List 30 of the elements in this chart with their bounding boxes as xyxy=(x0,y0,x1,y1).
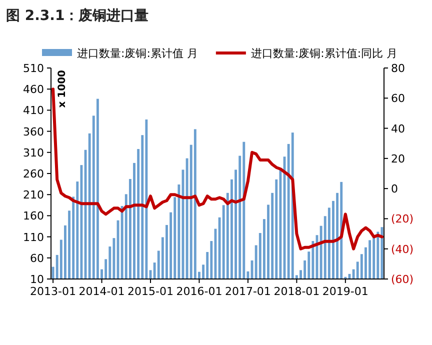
legend-label: 进口数量:废铜:累计值:同比 月 xyxy=(250,47,398,60)
y-tick-label: 160 xyxy=(23,210,44,223)
y-tick-label: 260 xyxy=(23,168,44,180)
chart-title: 图 2.3.1：废铜进口量 xyxy=(6,7,149,24)
y-tick-label: 310 xyxy=(23,146,44,160)
x-tick-label: 2019-01 xyxy=(322,285,368,298)
legend-label: 进口数量:废铜:累计值 月 xyxy=(77,47,198,60)
x-tick-label: 2015-01 xyxy=(128,285,174,298)
y2-tick-label: 0 xyxy=(391,182,398,196)
y-tick-label: 60 xyxy=(30,252,44,265)
y-axis-title: x 1000 xyxy=(57,70,68,108)
x-tick-label: 2018-01 xyxy=(274,285,320,298)
y2-tick-label: 60 xyxy=(391,92,405,106)
y-tick-label: 410 xyxy=(23,104,44,118)
x-tick-label: 2014-01 xyxy=(78,285,125,298)
y2-tick-label: (20) xyxy=(391,212,414,226)
x-tick-label: 2017-01 xyxy=(224,285,271,298)
y-tick-label: 10 xyxy=(30,273,44,286)
y-tick-label: 110 xyxy=(23,230,44,244)
y2-tick-label: (60) xyxy=(391,273,414,286)
x-tick-label: 2013-01 xyxy=(30,285,76,298)
y2-tick-label: 80 xyxy=(391,62,405,75)
y-tick-label: 210 xyxy=(23,188,44,202)
y-tick-label: 510 xyxy=(23,62,44,75)
y2-tick-label: 40 xyxy=(391,122,405,136)
y-tick-label: 460 xyxy=(23,83,44,96)
x-tick-label: 2016-01 xyxy=(176,285,222,298)
y2-tick-label: (40) xyxy=(391,242,414,256)
y-tick-label: 360 xyxy=(23,125,44,138)
y2-tick-label: 20 xyxy=(391,152,405,166)
